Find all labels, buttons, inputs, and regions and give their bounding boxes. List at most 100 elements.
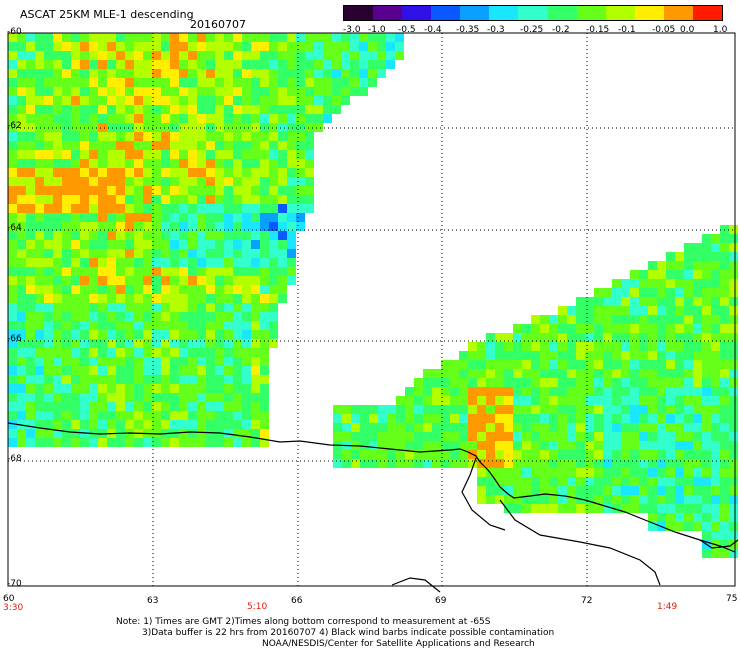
data-cell [179,78,188,87]
data-cell [657,360,666,369]
data-cell [567,315,576,324]
data-cell [98,339,107,348]
data-cell [657,378,666,387]
colorbar-label: -1.0 [368,25,386,35]
data-cell [693,396,702,405]
data-cell [260,258,269,267]
data-cell [215,438,224,447]
data-cell [333,450,342,459]
data-cell [107,348,116,357]
data-cell [80,204,89,213]
data-cell [684,243,693,252]
data-cell [693,387,702,396]
data-cell [125,123,134,132]
data-cell [549,396,558,405]
data-cell [287,150,296,159]
data-cell [278,42,287,51]
data-cell [260,231,269,240]
data-cell [684,306,693,315]
data-cell [594,504,603,513]
data-cell [684,450,693,459]
data-cell [630,387,639,396]
data-cell [197,96,206,105]
data-cell [179,366,188,375]
data-cell [720,261,729,270]
data-cell [35,285,44,294]
data-cell [116,285,125,294]
data-cell [17,42,26,51]
data-cell [522,477,531,486]
data-cell [17,312,26,321]
data-cell [450,378,459,387]
data-cell [80,168,89,177]
data-cell [567,324,576,333]
data-cell [44,87,53,96]
lon-label: 63 [147,596,159,606]
data-cell [197,285,206,294]
data-cell [342,450,351,459]
data-cell [143,204,152,213]
data-cell [260,285,269,294]
data-cell [558,477,567,486]
data-cell [612,423,621,432]
data-cell [188,213,197,222]
data-cell [377,33,386,42]
data-cell [116,375,125,384]
data-cell [161,168,170,177]
data-cell [251,195,260,204]
data-cell [720,495,729,504]
data-cell [80,78,89,87]
data-cell [558,432,567,441]
data-cell [396,414,405,423]
data-cell [468,342,477,351]
data-cell [134,285,143,294]
data-cell [720,387,729,396]
data-cell [170,186,179,195]
data-cell [459,432,468,441]
data-cell [161,60,170,69]
data-cell [675,342,684,351]
data-cell [116,177,125,186]
data-cell [287,231,296,240]
data-cell [35,231,44,240]
data-cell [35,114,44,123]
data-cell [585,360,594,369]
data-cell [693,477,702,486]
data-cell [468,351,477,360]
data-cell [702,351,711,360]
data-cell [197,303,206,312]
data-cell [143,51,152,60]
data-cell [53,42,62,51]
data-cell [116,114,125,123]
data-cell [702,360,711,369]
data-cell [576,432,585,441]
data-cell [125,33,134,42]
data-cell [432,432,441,441]
data-cell [486,333,495,342]
data-cell [8,114,17,123]
data-cell [558,369,567,378]
data-cell [17,330,26,339]
data-cell [134,186,143,195]
data-cell [62,294,71,303]
data-cell [125,438,134,447]
data-cell [531,504,540,513]
data-cell [134,384,143,393]
data-cell [386,51,395,60]
data-cell [540,495,549,504]
data-cell [504,477,513,486]
data-cell [62,222,71,231]
data-cell [98,96,107,105]
data-cell [161,222,170,231]
data-cell [17,105,26,114]
data-cell [233,339,242,348]
data-cell [107,114,116,123]
data-cell [71,438,80,447]
data-cell [594,324,603,333]
data-cell [314,33,323,42]
data-cell [80,141,89,150]
data-cell [62,150,71,159]
data-cell [657,477,666,486]
data-cell [80,294,89,303]
data-cell [260,249,269,258]
